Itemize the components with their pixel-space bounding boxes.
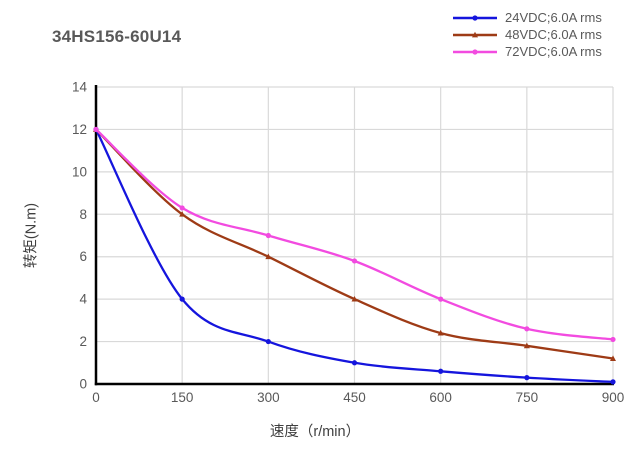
series-marker-24vdc-6-0a-rms-x150 [179,296,185,302]
legend-item-48vdc-6-0a-rms: 48VDC;6.0A rms [452,26,602,43]
series-marker-72vdc-6-0a-rms-x450 [351,258,358,264]
series-marker-24vdc-6-0a-rms-x900 [610,379,616,385]
series-marker-24vdc-6-0a-rms-x600 [438,368,444,374]
series-marker-48vdc-6-0a-rms-x150 [179,211,186,217]
series-marker-48vdc-6-0a-rms-x600 [437,329,444,336]
legend-item-72vdc-6-0a-rms: 72VDC;6.0A rms [452,43,602,60]
legend-label-24vdc-6-0a-rms: 24VDC;6.0A rms [505,10,602,25]
y-tick-label-6: 6 [79,249,87,264]
x-tick-label-900: 900 [602,390,625,405]
y-tick-label-4: 4 [79,292,87,307]
series-marker-72vdc-6-0a-rms-x900 [610,336,616,343]
series-marker-48vdc-6-0a-rms-x450 [351,295,358,302]
chart-title: 34HS156-60U14 [52,27,182,46]
y-tick-label-0: 0 [79,377,87,392]
y-tick-label-12: 12 [72,122,87,137]
series-marker-72vdc-6-0a-rms-x600 [438,296,444,302]
series-marker-24vdc-6-0a-rms-x750 [524,375,530,381]
y-tick-label-8: 8 [79,207,87,222]
y-tick-label-2: 2 [79,334,87,349]
x-tick-label-600: 600 [429,390,452,405]
series-marker-48vdc-6-0a-rms-x750 [523,342,530,349]
x-tick-label-450: 450 [343,390,366,405]
legend-label-72vdc-6-0a-rms: 72VDC;6.0A rms [505,44,602,59]
series-marker-72vdc-6-0a-rms-x150 [179,205,185,211]
series-marker-48vdc-6-0a-rms-x300 [265,253,272,260]
series-marker-24vdc-6-0a-rms-x300 [265,338,271,345]
series-marker-48vdc-6-0a-rms-x900 [610,355,616,361]
series-marker-72vdc-6-0a-rms-x300 [265,232,271,239]
x-axis-title: 速度（r/min） [269,424,361,440]
series-marker-72vdc-6-0a-rms-x0 [93,126,99,133]
x-tick-label-300: 300 [257,390,280,405]
legend-item-24vdc-6-0a-rms: 24VDC;6.0A rms [452,9,602,26]
x-tick-label-0: 0 [92,390,100,405]
y-tick-label-14: 14 [72,80,88,95]
legend-key-icon-72vdc-6-0a-rms [453,48,497,55]
legend-key-icon-24vdc-6-0a-rms [453,14,497,21]
x-tick-label-150: 150 [171,390,194,405]
series-marker-24vdc-6-0a-rms-x450 [351,360,358,366]
x-tick-label-750: 750 [516,390,539,405]
y-axis-title: 转矩(N.m) [23,202,40,269]
y-tick-label-10: 10 [72,164,87,179]
legend: 24VDC;6.0A rms 48VDC;6.0A rms 72VDC;6.0A r… [452,9,602,60]
legend-label-48vdc-6-0a-rms: 48VDC;6.0A rms [505,27,602,42]
series-marker-72vdc-6-0a-rms-x750 [524,326,530,332]
legend-key-icon-48vdc-6-0a-rms [453,31,497,37]
